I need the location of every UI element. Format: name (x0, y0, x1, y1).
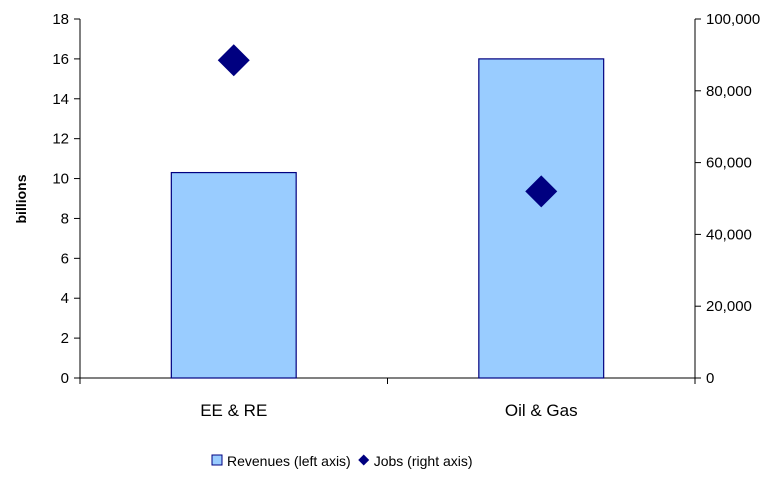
legend-label: Jobs (right axis) (374, 453, 473, 469)
jobs-point-2 (525, 175, 558, 208)
y2-tick-label: 60,000 (706, 155, 752, 172)
bar-1 (170, 171, 297, 379)
y-tick-label: 8 (61, 210, 69, 227)
y2-tick-label: 20,000 (706, 298, 752, 315)
y2-tick-label: 0 (706, 370, 714, 387)
y-tick-label: 14 (52, 91, 69, 108)
bar-2 (478, 58, 605, 379)
y-tick-label: 10 (52, 171, 69, 188)
y-tick-label: 2 (61, 330, 69, 347)
y2-tick-label: 40,000 (706, 226, 752, 243)
legend-label: Revenues (left axis) (227, 453, 351, 469)
plot-area: 0 2 4 6 8 10 12 14 16 18 0 20,000 40,000 60,000 80,000… (52, 11, 760, 420)
y-tick-label: 18 (52, 11, 69, 28)
y-tick-label: 6 (61, 250, 69, 267)
legend-swatch-jobs (358, 454, 370, 466)
y-axis-title: billions (13, 174, 29, 223)
x-tick-label: Oil & Gas (505, 401, 578, 420)
y-tick-label: 0 (61, 370, 69, 387)
y-tick-label: 16 (52, 51, 69, 68)
y2-tick-label: 80,000 (706, 83, 752, 100)
y-tick-label: 12 (52, 131, 69, 148)
y-tick-label: 4 (61, 290, 69, 307)
legend: Revenues (left axis) Jobs (right axis) (211, 453, 473, 469)
y2-tick-label: 100,000 (706, 11, 760, 28)
legend-swatch-revenues (211, 454, 223, 466)
jobs-point-1 (217, 44, 250, 77)
x-tick-label: EE & RE (200, 401, 267, 420)
